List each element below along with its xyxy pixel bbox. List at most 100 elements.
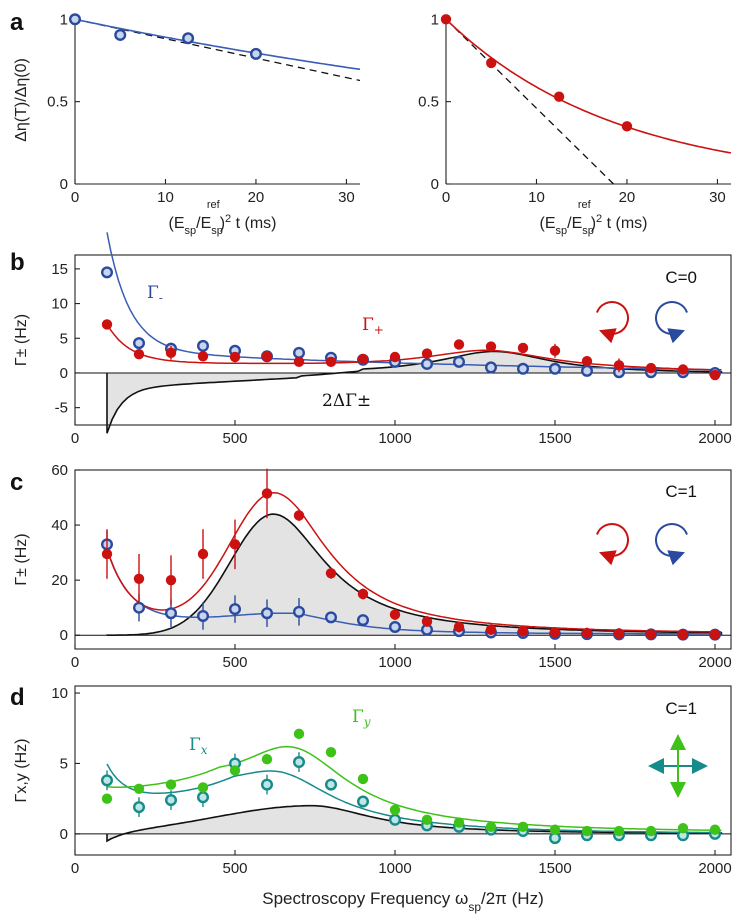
data-point [453,621,465,633]
series-label-gamma-y: Γy [352,707,371,729]
data-point [613,825,625,837]
data-point [261,488,273,499]
data-point [197,351,209,362]
series-label-gamma-plus: Γ+ [362,315,384,337]
x-axis-label-part: sp [582,225,594,237]
fit-curve [74,18,361,71]
data-point [325,611,338,624]
data-point [132,337,145,350]
x-tick-label: 0 [71,654,79,671]
data-point [485,361,498,374]
data-point [325,746,337,758]
x-tick-label: 20 [619,189,636,206]
data-point [261,351,273,362]
difference-label: 2ΔΓ± [322,391,371,411]
x-axis-label-part: sp [211,225,223,237]
series-label-sub: - [159,291,163,305]
condition-label: C=1 [665,699,697,718]
data-point [613,628,625,639]
x-tick-label: 0 [442,189,450,206]
data-point [389,813,402,826]
series-label-sub: y [363,715,371,729]
difference-area [107,514,722,636]
x-tick-label: 2000 [698,860,731,877]
data-point [645,628,657,640]
x-tick-label: 500 [222,654,247,671]
data-point [517,362,530,375]
axes-frame [74,685,732,856]
circular-polarization-red-icon [596,523,629,566]
y-tick-label: 1 [60,11,68,28]
axes-frame [74,469,732,650]
data-point [389,620,402,633]
circular-polarization-red-icon [596,301,629,344]
data-point [197,782,209,793]
data-point [389,351,401,363]
x-tick-label: 30 [709,189,726,206]
data-point [581,364,594,377]
y-axis-label: Γ± (Hz) [13,533,30,585]
data-point [357,614,370,627]
axes-frame [74,254,732,426]
data-point [421,814,433,825]
data-point [165,779,177,790]
condition-label: C=1 [665,482,697,501]
data-point [645,362,657,374]
x-axis-label-part: ) [220,215,225,232]
data-point [421,616,433,627]
x-tick-label: 2000 [698,430,731,447]
data-point [261,607,274,620]
circular-polarization-blue-icon [655,523,688,566]
y-tick-label: 0.5 [47,94,68,111]
y-tick-label: 5 [60,755,68,772]
x-axis-label: Spectroscopy Frequency ωsp/2π (Hz) [262,889,543,914]
x-axis-label-part: ref [578,199,592,211]
x-axis-label-part: /2π (Hz) [481,889,544,908]
series-label-gamma-x: Γx [189,735,208,757]
data-point [517,821,529,833]
y-tick-label: 10 [51,685,68,702]
panel-label: c [10,469,23,496]
y-axis-label: Δη(T)/Δη(0) [13,58,30,142]
data-point [357,353,369,365]
x-axis-label-part: t (ms) [602,215,647,232]
x-tick-label: 1500 [538,654,571,671]
data-point [485,821,497,833]
y-tick-label: 0 [60,365,68,382]
y-tick-label: 20 [51,572,68,589]
panel-label: d [10,684,25,711]
x-tick-label: 1000 [378,430,411,447]
data-point [549,345,561,356]
data-point [164,794,177,807]
y-axis-label: Γ± (Hz) [13,314,30,366]
x-axis-label-part: 2 [225,213,231,225]
data-point [485,624,497,635]
x-axis-label-part: (E [540,215,556,232]
panel-label: b [10,249,25,276]
data-point [709,629,721,640]
condition-label: C=0 [665,268,697,287]
data-point [132,601,145,614]
data-point [229,765,241,776]
data-point [196,609,209,622]
y-tick-label: -5 [55,400,68,417]
data-point [101,793,113,804]
data-point [293,510,305,521]
x-axis-label-part: t (ms) [231,215,276,232]
data-point [229,539,241,550]
data-point [357,795,370,808]
data-point [677,823,689,834]
data-point [421,348,433,359]
data-point [132,801,145,814]
data-point [389,609,401,620]
chart-d: 0 500 1000 1500 2000 0 5 10 Γx Γy C=1 Γx,y (Hz) d Spe… [10,684,732,914]
data-point [101,548,113,560]
x-tick-label: 1000 [378,654,411,671]
data-point [453,817,465,828]
fit-curve [445,18,732,154]
data-point [581,355,593,367]
data-point [165,347,177,359]
data-point [100,266,113,279]
difference-area [107,351,722,434]
